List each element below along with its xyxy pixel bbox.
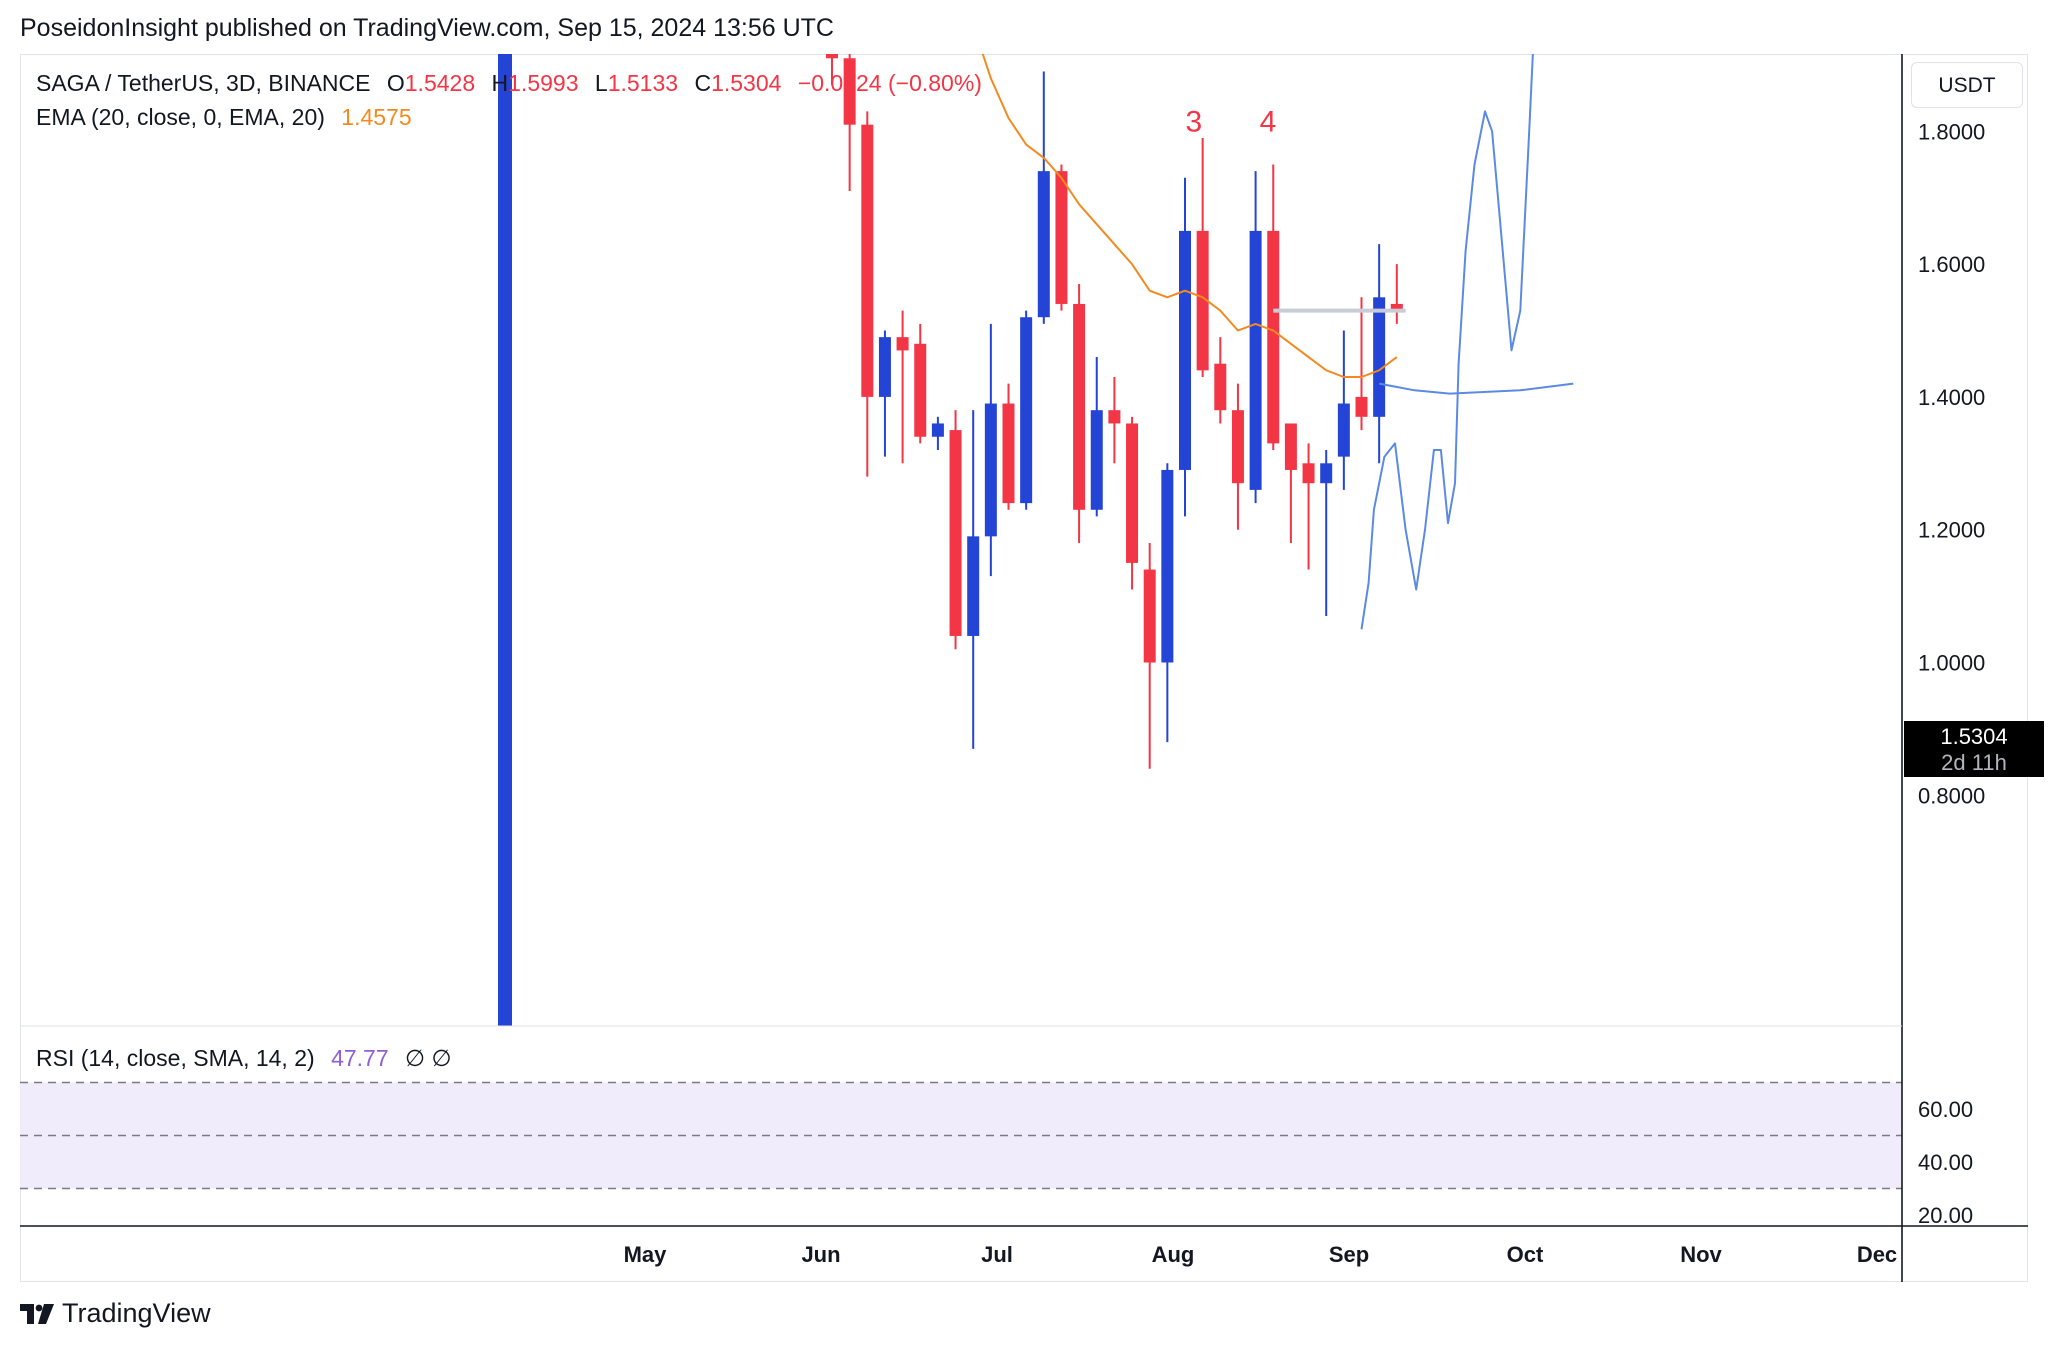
high-label: H	[491, 70, 509, 96]
price-tick-label: 1.0000	[1918, 651, 1985, 676]
low-value: 1.5133	[607, 70, 679, 96]
candle-body	[1055, 171, 1068, 304]
candle-body	[914, 343, 927, 437]
brand-name: TradingView	[62, 1298, 211, 1328]
candle-body	[1337, 403, 1350, 457]
candle-body	[1126, 423, 1139, 563]
price-tick-label: 1.4000	[1918, 385, 1985, 410]
candle-body	[1161, 469, 1174, 663]
candle-body	[1249, 230, 1262, 490]
candle-body	[1179, 230, 1191, 470]
price-tick-label: 1.6000	[1918, 252, 1985, 277]
candle-body	[1284, 423, 1297, 470]
price-tick-label: 0.8000	[1918, 783, 1985, 808]
candle-body	[1231, 410, 1244, 484]
close-label: C	[694, 70, 712, 96]
projection-path	[1360, 54, 1534, 630]
currency-button[interactable]: USDT	[1911, 62, 2023, 108]
open-value: 1.5428	[404, 70, 476, 96]
candle-body	[984, 403, 997, 537]
last-price-tag: 1.5304 2d 11h	[1904, 721, 2044, 777]
candle-body	[896, 337, 909, 351]
tradingview-brand[interactable]: TradingView	[20, 1298, 211, 1329]
ema-legend[interactable]: EMA (20, close, 0, EMA, 20) 1.4575	[36, 104, 412, 131]
ema-value: 1.4575	[341, 104, 412, 130]
time-tick-label: Jul	[981, 1242, 1013, 1267]
candle-body	[878, 337, 891, 397]
candle-body	[1002, 403, 1015, 504]
candle-body	[1373, 297, 1386, 417]
open-label: O	[386, 70, 405, 96]
projection-flat-line	[1379, 382, 1574, 395]
price-tick-label: 1.8000	[1918, 119, 1985, 144]
high-value: 1.5993	[508, 70, 579, 96]
time-tick-label: May	[624, 1242, 668, 1267]
time-tick-label: Jun	[801, 1242, 840, 1267]
candle-body	[1302, 463, 1315, 484]
time-tick-label: Sep	[1329, 1242, 1369, 1267]
candle-body	[1320, 463, 1333, 484]
wave-label: 3	[1185, 105, 1202, 138]
candle-body	[1214, 363, 1227, 411]
wave-label: 4	[1260, 105, 1277, 138]
symbol-label[interactable]: SAGA / TetherUS, 3D, BINANCE	[36, 70, 371, 96]
candle-body	[1037, 171, 1050, 318]
rsi-legend[interactable]: RSI (14, close, SMA, 14, 2) 47.77 ∅ ∅	[36, 1045, 451, 1072]
candle-body	[1108, 410, 1121, 424]
ohlc-legend[interactable]: SAGA / TetherUS, 3D, BINANCE O1.5428 H1.…	[36, 70, 982, 97]
listing-marker-bar	[498, 54, 512, 1026]
change-value: −0.0124 (−0.80%)	[797, 70, 982, 96]
candle-body	[967, 536, 980, 636]
close-value: 1.5304	[711, 70, 782, 96]
bar-countdown: 2d 11h	[1941, 750, 2007, 775]
time-tick-label: Aug	[1152, 1242, 1195, 1267]
rsi-value: 47.77	[331, 1045, 389, 1071]
rsi-extra-values: ∅ ∅	[405, 1045, 452, 1071]
ema-line	[981, 54, 1398, 378]
candle-body	[1196, 230, 1209, 371]
candle-body	[1090, 410, 1103, 510]
rsi-tick-label: 40.00	[1918, 1150, 1973, 1175]
candle-body	[1073, 303, 1086, 510]
candle-body	[1390, 303, 1403, 311]
time-tick-label: Oct	[1507, 1242, 1544, 1267]
candle-body	[843, 58, 856, 125]
ema-label[interactable]: EMA (20, close, 0, EMA, 20)	[36, 104, 325, 130]
time-tick-label: Dec	[1857, 1242, 1897, 1267]
chart-frame	[20, 54, 2028, 1282]
publisher-line: PoseidonInsight published on TradingView…	[20, 14, 834, 42]
last-price-value: 1.5304	[1940, 724, 2008, 749]
candle-body	[1020, 317, 1033, 504]
candle-body	[1355, 396, 1368, 417]
rsi-label[interactable]: RSI (14, close, SMA, 14, 2)	[36, 1045, 315, 1071]
candle-body	[861, 124, 874, 397]
candle-body	[1267, 230, 1280, 444]
rsi-tick-label: 60.00	[1918, 1097, 1973, 1122]
candle-body	[826, 54, 838, 59]
tradingview-logo-icon	[20, 1303, 54, 1324]
price-tick-label: 1.2000	[1918, 518, 1985, 543]
candle-body	[949, 430, 962, 636]
candle-body	[1143, 569, 1156, 663]
time-tick-label: Nov	[1680, 1242, 1722, 1267]
low-label: L	[594, 70, 608, 96]
rsi-tick-label: 20.00	[1918, 1203, 1973, 1228]
candle-body	[931, 423, 944, 437]
